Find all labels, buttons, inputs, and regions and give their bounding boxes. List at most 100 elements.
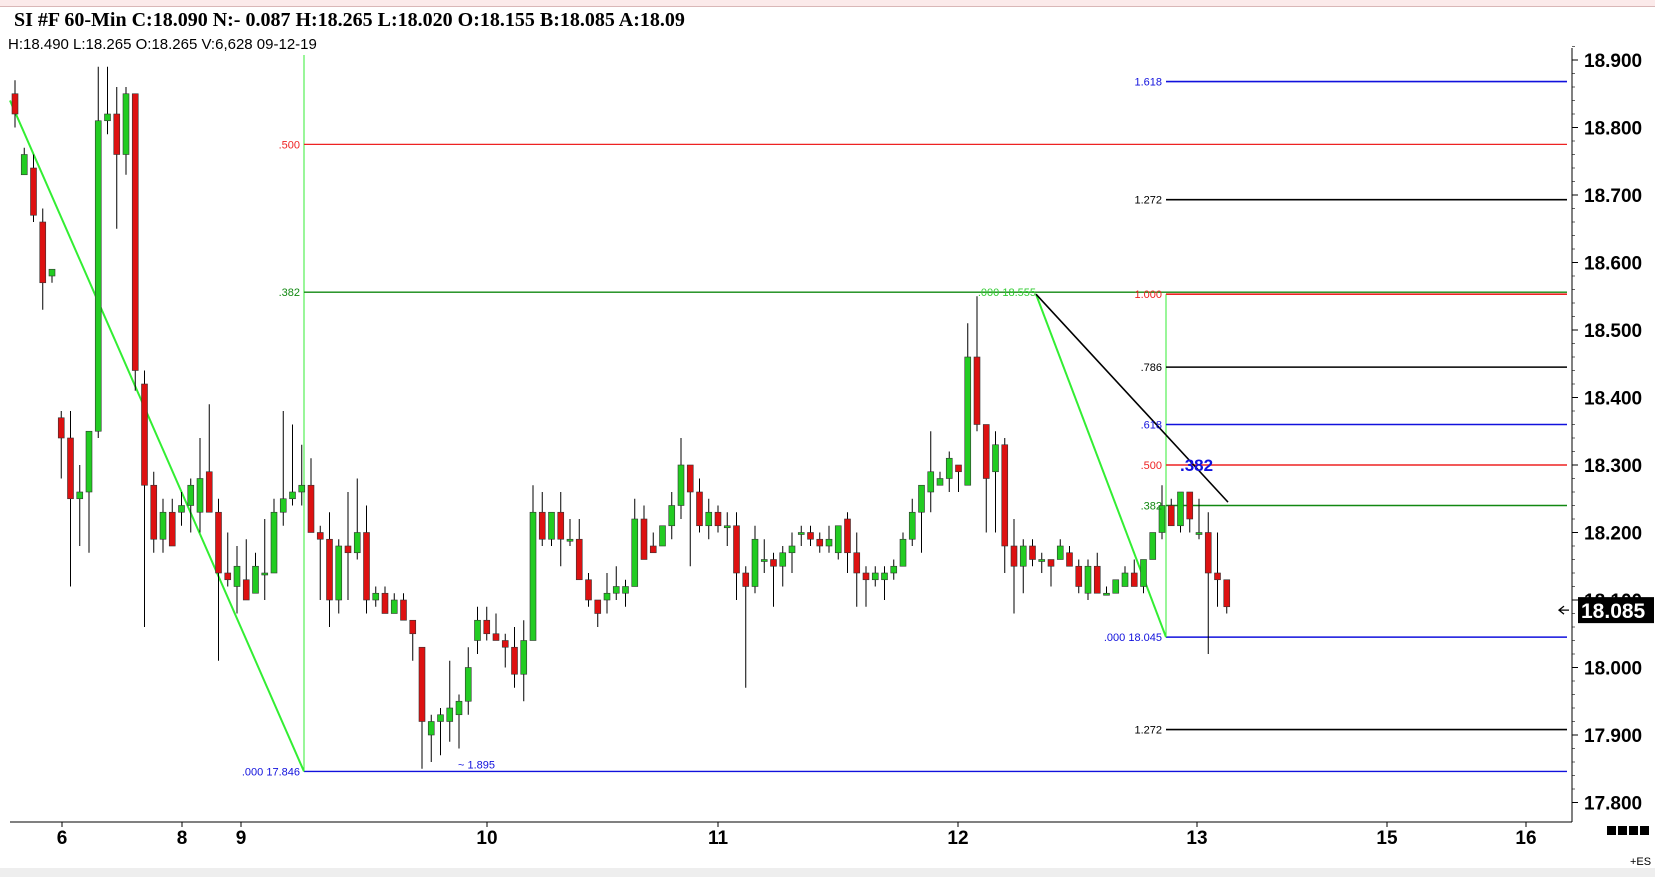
y-tick-label: 18.700 [1584, 186, 1642, 207]
candle-body [159, 511, 167, 540]
candle-body [298, 484, 306, 493]
chart-subtitle: H:18.490 L:18.265 O:18.265 V:6,628 09-12… [8, 36, 317, 53]
candle-body [649, 545, 657, 554]
candle [945, 451, 953, 492]
candle [270, 498, 278, 574]
candle [224, 532, 232, 587]
x-tick-label: 13 [1186, 828, 1207, 849]
candle-body [982, 424, 990, 479]
y-tick-label: 18.000 [1584, 659, 1642, 680]
candle-body [113, 113, 121, 155]
fib-labels: .500 .382 .000 17.846 ~ 1.895 1.618 1.272 1.00… [242, 77, 1213, 779]
candle-body [1204, 532, 1212, 574]
candle-body [1140, 559, 1147, 587]
candle-body [76, 491, 84, 500]
candle [1019, 539, 1027, 594]
candle-body [622, 586, 629, 594]
candle [770, 552, 777, 607]
candle [557, 492, 565, 567]
candle [1121, 566, 1129, 587]
candle [1001, 438, 1009, 573]
candle-body [252, 565, 259, 594]
candle [381, 586, 389, 614]
chart-title: SI #F 60-Min C:18.090 N:- 0.087 H:18.265… [14, 9, 685, 31]
corner-label: +ES [1630, 856, 1651, 868]
candle [714, 505, 722, 533]
candle-body [30, 167, 37, 216]
candle-body [973, 356, 981, 425]
fib-right-level-label: .786 [1141, 362, 1162, 374]
fib-right-level-label: .382 [1141, 501, 1162, 513]
candle [862, 566, 870, 607]
fib-retrace-label: .382 [1180, 456, 1213, 475]
candle-body [1001, 444, 1009, 547]
candle-body [104, 113, 111, 122]
x-tick-label: 11 [708, 828, 729, 849]
candle-body [261, 572, 269, 576]
candle [104, 66, 111, 135]
candle-body [1038, 559, 1046, 562]
candle [538, 492, 546, 546]
candle [603, 573, 611, 614]
x-tick-label: 15 [1376, 828, 1398, 849]
candle-body [825, 538, 833, 547]
candle [492, 613, 500, 641]
candle-body [881, 572, 888, 581]
candle [788, 532, 796, 573]
candle-body [464, 667, 472, 702]
x-tick-label: 10 [476, 828, 497, 849]
candle-body [751, 538, 759, 587]
candle [215, 498, 222, 661]
candle-body [400, 599, 407, 621]
candle-body [418, 646, 426, 722]
candle-body [964, 356, 972, 486]
fib-left-level-label: .500 [279, 139, 300, 151]
candle-body [529, 511, 537, 641]
candle-body [1214, 572, 1221, 581]
candle-body [224, 572, 232, 581]
candle-body [1019, 545, 1027, 567]
candle-body [612, 586, 620, 594]
candle-body [427, 721, 435, 736]
candle [696, 478, 703, 533]
candle-body [390, 599, 398, 614]
candle-body [908, 511, 916, 540]
candle-body [566, 538, 574, 542]
candle-body [1066, 552, 1073, 567]
candle [881, 566, 888, 600]
candle [529, 485, 537, 641]
candle [649, 532, 657, 554]
y-tick-label: 18.300 [1584, 456, 1642, 477]
candle-body [279, 498, 287, 513]
candle-body [187, 484, 195, 506]
candle [372, 586, 380, 607]
y-tick-label: 17.900 [1584, 726, 1642, 747]
fib-swing-high-label: .000 18.555 [978, 287, 1036, 299]
candle [1223, 579, 1231, 614]
candle-body [381, 592, 389, 614]
candle-body [11, 93, 19, 115]
x-tick-label: 8 [177, 828, 188, 849]
candle [67, 411, 74, 587]
candle [39, 208, 47, 310]
candle-body [141, 383, 148, 486]
candle [816, 532, 824, 553]
candle [992, 431, 999, 533]
candle-body [640, 518, 648, 560]
fib-right-level-label: .618 [1141, 420, 1162, 432]
candle [982, 424, 990, 533]
candle [585, 573, 592, 607]
fib-right-level-label: 1.272 [1134, 725, 1162, 737]
trend-line-left [9, 100, 305, 772]
candle [844, 512, 851, 573]
candle [307, 458, 315, 533]
fib-right-level-label: .500 [1141, 460, 1162, 472]
candle [566, 519, 574, 546]
candle [779, 546, 787, 587]
candle-body [326, 538, 333, 601]
candle [825, 525, 833, 553]
candle [668, 492, 676, 540]
candle-body [270, 511, 278, 574]
candle [427, 714, 435, 762]
